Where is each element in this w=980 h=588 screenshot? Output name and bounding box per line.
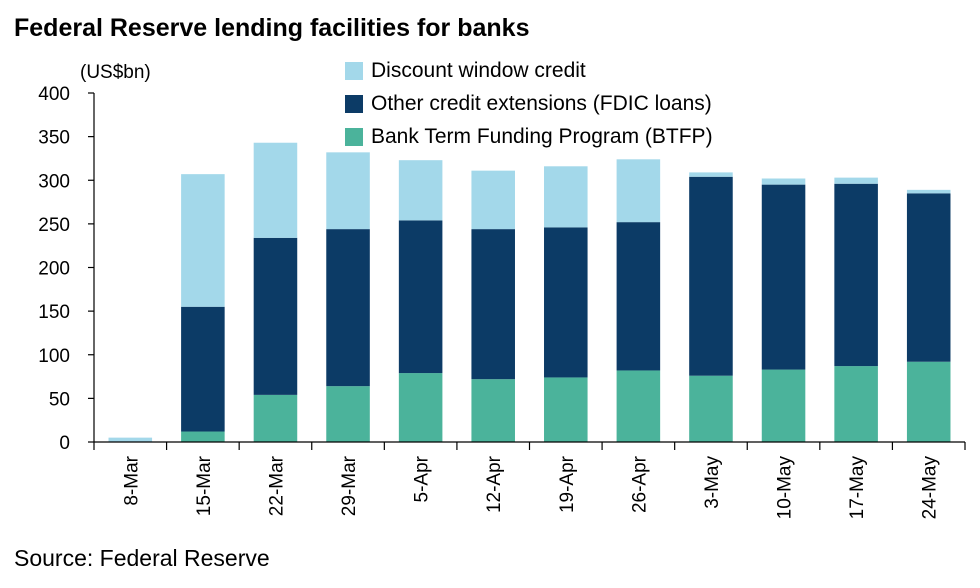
legend-item-btfp: Bank Term Funding Program (BTFP) xyxy=(345,120,713,153)
y-tick-label-300: 300 xyxy=(38,171,70,192)
y-tick-label-350: 350 xyxy=(38,128,70,149)
bar-segment-29-mar-series-1 xyxy=(326,229,370,387)
x-tick-label-26-apr: 26-Apr xyxy=(629,455,650,513)
legend-label-btfp: Bank Term Funding Program (BTFP) xyxy=(371,124,713,148)
x-tick-label-3-may: 3-May xyxy=(702,456,723,509)
x-tick-label-17-may: 17-May xyxy=(847,456,868,520)
x-tick-label-8-mar: 8-Mar xyxy=(121,455,142,505)
bar-segment-19-apr-series-0 xyxy=(544,377,588,442)
y-tick-label-50: 50 xyxy=(49,389,70,410)
bar-segment-29-mar-series-2 xyxy=(326,152,370,230)
y-tick-label-0: 0 xyxy=(59,433,70,454)
y-tick-label-100: 100 xyxy=(38,346,70,367)
y-tick-label-400: 400 xyxy=(38,84,70,105)
bar-segment-19-apr-series-1 xyxy=(544,227,588,378)
bar-segment-17-may-series-0 xyxy=(834,366,878,442)
bar-segment-10-may-series-0 xyxy=(761,369,806,442)
bar-segment-12-apr-series-2 xyxy=(471,170,515,230)
bar-segment-5-apr-series-2 xyxy=(398,160,443,221)
bar-segment-15-mar-series-2 xyxy=(181,174,225,307)
x-tick-label-22-mar: 22-Mar xyxy=(266,455,287,516)
x-tick-label-12-apr: 12-Apr xyxy=(484,455,505,513)
axes-layer: 0 50 100 150 200 250 300 350 400 8-Mar 15-Mar 22-Ma… xyxy=(38,84,966,520)
legend-item-discount-window: Discount window credit xyxy=(345,54,713,87)
x-tick-label-10-may: 10-May xyxy=(775,456,796,520)
bar-segment-19-apr-series-2 xyxy=(544,166,588,228)
y-tick-label-250: 250 xyxy=(38,215,70,236)
bar-segment-26-apr-series-0 xyxy=(616,370,661,442)
bar-segment-17-may-series-2 xyxy=(834,177,878,184)
bar-segment-22-mar-series-1 xyxy=(253,237,298,395)
legend-swatch-btfp xyxy=(345,127,363,146)
x-tick-label-24-may: 24-May xyxy=(920,456,941,520)
x-tick-label-15-mar: 15-Mar xyxy=(194,455,215,516)
bar-segment-22-mar-series-0 xyxy=(253,394,298,442)
y-tick-label-150: 150 xyxy=(38,302,70,323)
source-note: Source: Federal Reserve xyxy=(14,545,270,571)
x-tick-label-5-apr: 5-Apr xyxy=(412,455,433,502)
x-tick-label-19-apr: 19-Apr xyxy=(557,455,578,513)
x-tick-label-29-mar: 29-Mar xyxy=(339,455,360,516)
bar-segment-24-may-series-2 xyxy=(906,189,951,194)
bar-segment-3-may-series-2 xyxy=(689,172,733,177)
bar-segment-3-may-series-1 xyxy=(689,176,733,376)
bar-segment-22-mar-series-2 xyxy=(253,142,298,238)
bar-segment-17-may-series-1 xyxy=(834,183,878,367)
bar-segment-5-apr-series-1 xyxy=(398,220,443,374)
bar-segment-29-mar-series-0 xyxy=(326,386,370,442)
bar-segment-10-may-series-2 xyxy=(761,178,806,185)
bar-segment-12-apr-series-1 xyxy=(471,229,515,380)
bar-segment-26-apr-series-2 xyxy=(616,159,661,223)
bar-segment-26-apr-series-1 xyxy=(616,222,661,371)
y-axis-unit-label: (US$bn) xyxy=(80,62,151,83)
bar-segment-15-mar-series-0 xyxy=(181,431,225,442)
bar-segment-10-may-series-1 xyxy=(761,184,806,370)
bar-segment-5-apr-series-0 xyxy=(398,373,443,442)
legend-swatch-discount-window xyxy=(345,61,363,80)
legend-label-other-credit: Other credit extensions (FDIC loans) xyxy=(371,91,712,115)
bar-segment-8-mar-series-2 xyxy=(108,437,153,442)
bar-segment-3-may-series-0 xyxy=(689,375,733,442)
legend-item-other-credit: Other credit extensions (FDIC loans) xyxy=(345,87,713,120)
legend-label-discount-window: Discount window credit xyxy=(371,58,586,82)
bar-segment-15-mar-series-1 xyxy=(181,306,225,432)
bar-segment-12-apr-series-0 xyxy=(471,379,515,442)
legend-swatch-other-credit xyxy=(345,94,363,113)
bars-layer xyxy=(108,142,951,442)
chart-title: Federal Reserve lending facilities for b… xyxy=(14,14,530,42)
bar-segment-24-may-series-1 xyxy=(906,193,951,362)
y-tick-label-200: 200 xyxy=(38,259,70,280)
legend: Discount window credit Other credit exte… xyxy=(345,54,713,153)
bar-segment-24-may-series-0 xyxy=(906,361,951,442)
